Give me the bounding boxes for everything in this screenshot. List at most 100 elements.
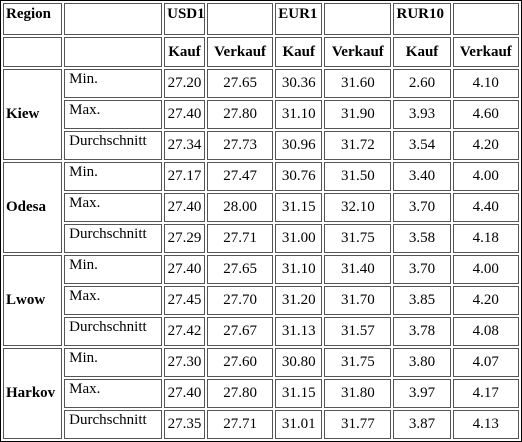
rate-value: 3.54 xyxy=(393,131,451,160)
rate-value: 31.00 xyxy=(275,224,323,253)
rate-value: 4.00 xyxy=(452,255,519,284)
region-header: Region xyxy=(3,3,63,35)
rate-value: 27.60 xyxy=(206,348,274,377)
rate-value: 3.40 xyxy=(393,162,451,191)
rate-value: 27.65 xyxy=(206,255,274,284)
currency-header-eur: EUR1 xyxy=(275,3,323,35)
region-name: Odesa xyxy=(3,162,63,253)
table-row: Odesa Min. 27.17 27.47 30.76 31.50 3.40 4.00 xyxy=(3,162,519,253)
rate-value: 27.65 xyxy=(206,69,274,98)
buy-header: Kauf xyxy=(164,37,205,67)
empty-header-cell xyxy=(452,3,519,35)
rate-value: 3.70 xyxy=(393,255,451,284)
table-row: Max. 27.45 27.70 31.20 31.70 3.85 4.20 xyxy=(3,286,519,315)
table-row: Harkov Min. 27.30 27.60 30.80 31.75 3.80 4.07 xyxy=(3,348,519,439)
rate-value: 27.71 xyxy=(206,224,274,253)
table-row: Durchschnitt 27.35 27.71 31.01 31.77 3.87 4.13 xyxy=(3,410,519,439)
rate-value: 27.17 xyxy=(164,162,205,191)
rate-value: 4.20 xyxy=(452,286,519,315)
rate-value: 27.80 xyxy=(206,379,274,408)
rate-value: 4.13 xyxy=(452,410,519,439)
rate-value: 27.73 xyxy=(206,131,274,160)
rate-value: 27.42 xyxy=(164,317,205,346)
rate-value: 27.35 xyxy=(164,410,205,439)
rate-value: 4.17 xyxy=(452,379,519,408)
rate-value: 28.00 xyxy=(206,193,274,222)
stat-label: Max. xyxy=(64,286,163,315)
stat-label: Durchschnitt xyxy=(64,410,163,439)
rate-value: 31.57 xyxy=(324,317,392,346)
stat-label: Max. xyxy=(64,379,163,408)
region-name: Lwow xyxy=(3,255,63,346)
rate-value: 3.58 xyxy=(393,224,451,253)
rate-value: 27.40 xyxy=(164,255,205,284)
rate-value: 4.18 xyxy=(452,224,519,253)
rate-value: 4.00 xyxy=(452,162,519,191)
empty-subheader-cell xyxy=(64,37,163,67)
rate-value: 3.85 xyxy=(393,286,451,315)
stat-label: Durchschnitt xyxy=(64,131,163,160)
rate-value: 27.40 xyxy=(164,379,205,408)
rate-value: 30.36 xyxy=(275,69,323,98)
empty-header-cell xyxy=(64,3,163,35)
stat-label: Max. xyxy=(64,193,163,222)
table-row: Kiew Min. 27.20 27.65 30.36 31.60 2.60 4.10 xyxy=(3,69,519,160)
rate-value: 31.10 xyxy=(275,100,323,129)
rate-value: 4.08 xyxy=(452,317,519,346)
stat-label: Min. xyxy=(64,348,163,377)
rate-value: 3.70 xyxy=(393,193,451,222)
rate-value: 27.80 xyxy=(206,100,274,129)
rate-value: 31.80 xyxy=(324,379,392,408)
rate-value: 31.70 xyxy=(324,286,392,315)
rate-value: 27.29 xyxy=(164,224,205,253)
empty-header-cell xyxy=(324,3,392,35)
empty-subheader-cell xyxy=(3,37,63,67)
sell-header: Verkauf xyxy=(324,37,392,67)
rate-value: 31.50 xyxy=(324,162,392,191)
stat-label: Min. xyxy=(64,162,163,191)
region-name: Harkov xyxy=(3,348,63,439)
header-row: Region USD1 EUR1 RUR10 xyxy=(3,3,519,35)
buy-header: Kauf xyxy=(275,37,323,67)
table-row: Lwow Min. 27.40 27.65 31.10 31.40 3.70 4.00 xyxy=(3,255,519,346)
rate-value: 31.01 xyxy=(275,410,323,439)
rate-value: 31.75 xyxy=(324,348,392,377)
stat-label: Min. xyxy=(64,255,163,284)
stat-label: Durchschnitt xyxy=(64,224,163,253)
table-row: Durchschnitt 27.42 27.67 31.13 31.57 3.78 4.08 xyxy=(3,317,519,346)
table-row: Max. 27.40 27.80 31.15 31.80 3.97 4.17 xyxy=(3,379,519,408)
rate-value: 2.60 xyxy=(393,69,451,98)
rate-value: 30.76 xyxy=(275,162,323,191)
subheader-row: Kauf Verkauf Kauf Verkauf Kauf Verkauf xyxy=(3,37,519,67)
rate-value: 31.20 xyxy=(275,286,323,315)
rate-value: 27.67 xyxy=(206,317,274,346)
rate-value: 31.77 xyxy=(324,410,392,439)
rate-value: 3.80 xyxy=(393,348,451,377)
rate-value: 31.13 xyxy=(275,317,323,346)
table-row: Max. 27.40 28.00 31.15 32.10 3.70 4.40 xyxy=(3,193,519,222)
rate-value: 30.80 xyxy=(275,348,323,377)
currency-header-rur: RUR10 xyxy=(393,3,451,35)
rate-value: 30.96 xyxy=(275,131,323,160)
rate-value: 31.75 xyxy=(324,224,392,253)
rate-value: 27.40 xyxy=(164,193,205,222)
rate-value: 31.40 xyxy=(324,255,392,284)
stat-label: Durchschnitt xyxy=(64,317,163,346)
rate-value: 4.20 xyxy=(452,131,519,160)
sell-header: Verkauf xyxy=(206,37,274,67)
rate-value: 4.07 xyxy=(452,348,519,377)
rate-value: 31.72 xyxy=(324,131,392,160)
rate-value: 4.60 xyxy=(452,100,519,129)
rate-value: 27.34 xyxy=(164,131,205,160)
stat-label: Max. xyxy=(64,100,163,129)
rate-value: 3.78 xyxy=(393,317,451,346)
rate-value: 27.47 xyxy=(206,162,274,191)
rate-value: 27.45 xyxy=(164,286,205,315)
rate-value: 27.30 xyxy=(164,348,205,377)
rate-value: 32.10 xyxy=(324,193,392,222)
currency-header-usd: USD1 xyxy=(164,3,205,35)
rate-value: 31.90 xyxy=(324,100,392,129)
empty-header-cell xyxy=(206,3,274,35)
